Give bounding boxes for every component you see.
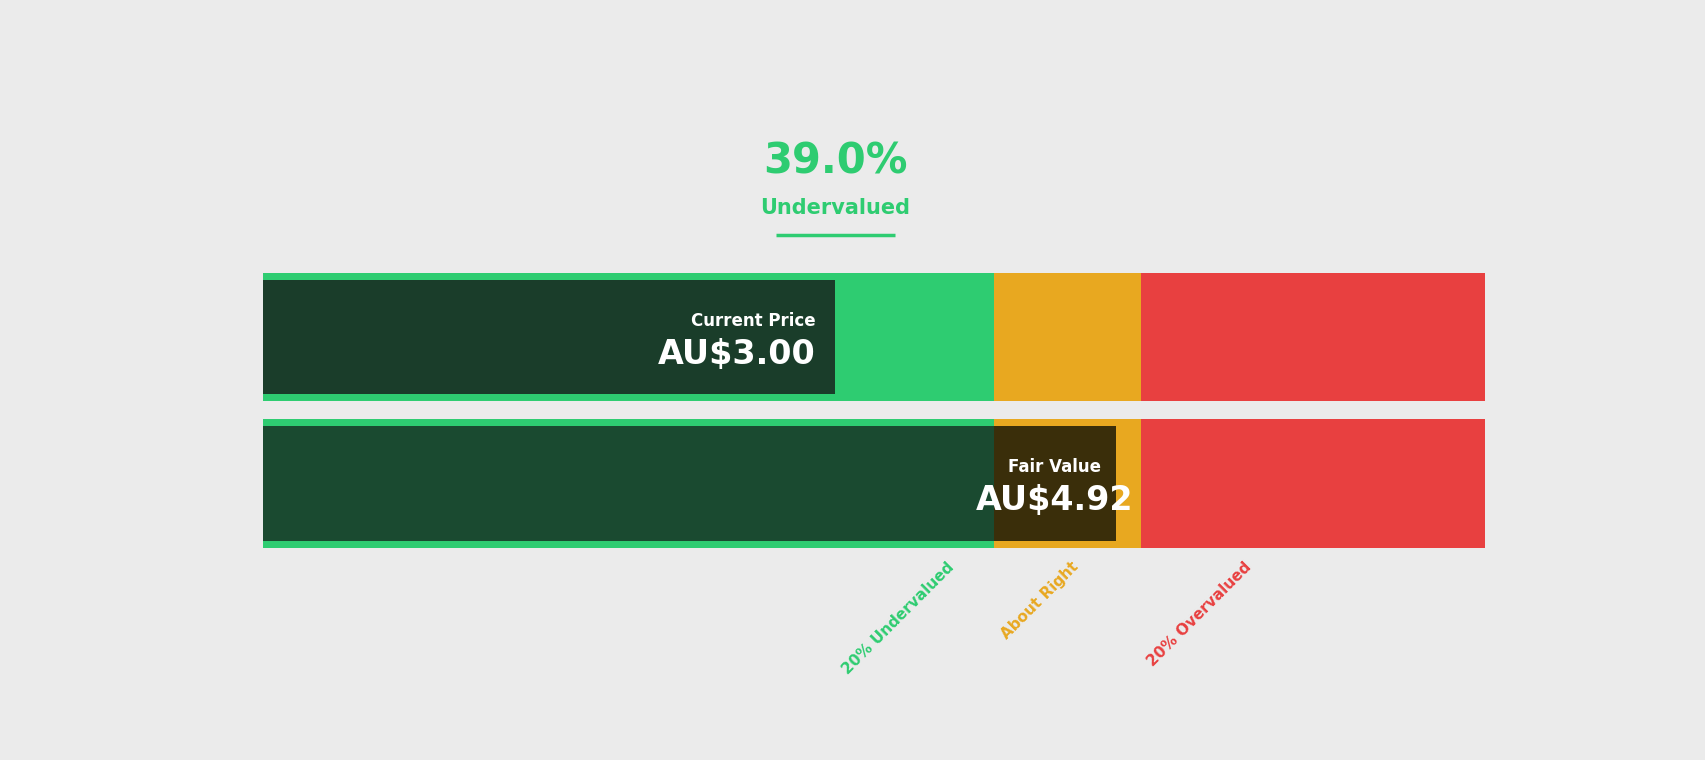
Bar [994,419,1141,548]
Bar [1141,273,1485,401]
Bar [994,273,1141,401]
Bar [994,426,1115,540]
Text: 39.0%: 39.0% [762,141,907,182]
Bar [263,426,994,540]
Bar [263,273,994,401]
Bar [263,419,994,548]
Text: Current Price: Current Price [691,312,815,330]
Text: AU$4.92: AU$4.92 [975,484,1132,518]
Text: 20% Overvalued: 20% Overvalued [1144,559,1253,669]
Text: 20% Undervalued: 20% Undervalued [839,559,957,677]
Text: About Right: About Right [997,559,1081,642]
Text: Undervalued: Undervalued [760,198,910,218]
Bar [1141,419,1485,548]
Bar [263,280,835,394]
Text: Fair Value: Fair Value [1008,458,1101,476]
Text: AU$3.00: AU$3.00 [656,338,815,371]
